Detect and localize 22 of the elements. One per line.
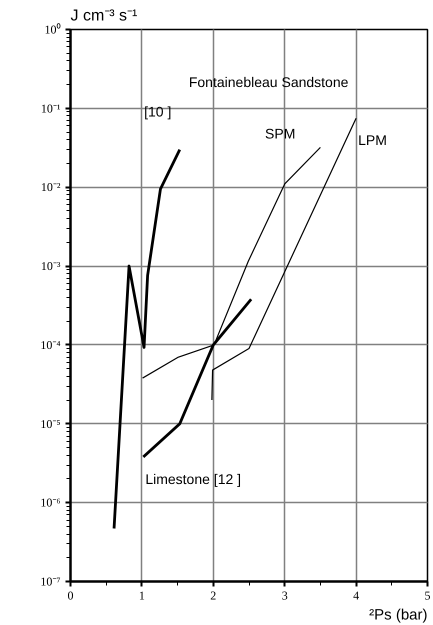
x-tick-label: 4 bbox=[353, 588, 360, 602]
y-tick-label: 10⁻² bbox=[40, 180, 61, 194]
y-tick-label: 10⁻³ bbox=[40, 259, 61, 274]
line-series bbox=[211, 118, 357, 401]
x-tick-label: 2 bbox=[210, 588, 216, 602]
x-axis-title: ²Ps (bar) bbox=[369, 606, 428, 624]
y-tick-label: 10⁰ bbox=[44, 22, 60, 36]
x-tick-label: 3 bbox=[282, 588, 288, 602]
y-tick-label: 10⁻⁴ bbox=[40, 338, 61, 352]
x-tick-label: 0 bbox=[68, 588, 74, 602]
x-tick-label: 5 bbox=[424, 588, 430, 602]
series-label: Limestone [12 ] bbox=[145, 470, 242, 487]
y-tick-label: 10⁻⁶ bbox=[40, 496, 61, 510]
x-tick-label: 1 bbox=[138, 588, 145, 602]
text: [10 ] bbox=[144, 104, 172, 120]
series-label: SPM bbox=[265, 125, 296, 142]
y-tick-label: 10⁻⁷ bbox=[40, 574, 61, 588]
annotation: Fontainebleau Sandstone bbox=[188, 74, 349, 90]
y-tick-label: 10⁻¹ bbox=[40, 101, 61, 116]
y-axis-title: J cm⁻³ s⁻¹ bbox=[70, 8, 138, 24]
series-label: LPM bbox=[358, 132, 387, 148]
y-tick-label: 10⁻⁵ bbox=[40, 416, 61, 431]
